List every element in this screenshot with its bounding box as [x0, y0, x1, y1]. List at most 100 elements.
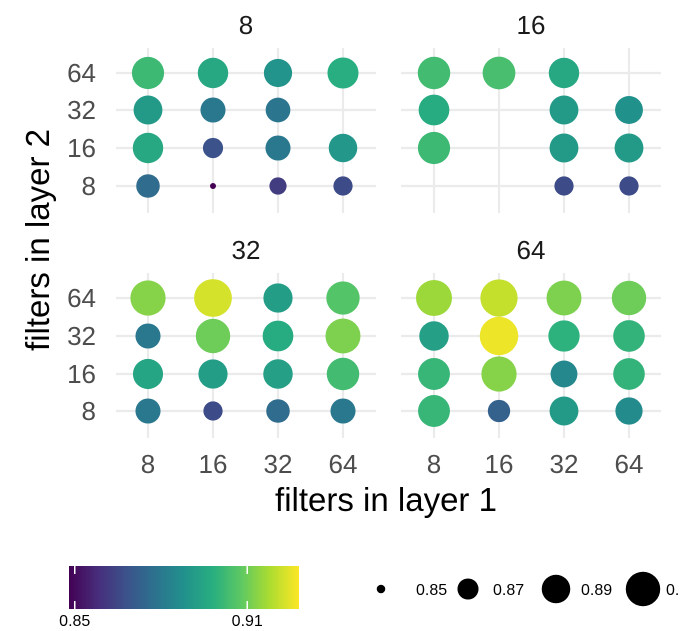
- data-point: [614, 133, 644, 163]
- y-tick-label: 16: [67, 133, 96, 163]
- x-tick-label: 32: [550, 449, 579, 479]
- data-point: [549, 396, 579, 426]
- data-point: [546, 280, 582, 316]
- size-legend-key: [541, 574, 571, 604]
- data-point: [136, 174, 160, 198]
- y-tick-label: 64: [67, 58, 96, 88]
- data-point: [135, 323, 161, 349]
- size-legend-label: 0.85: [416, 582, 447, 599]
- color-legend: 0.85 0.91: [59, 566, 299, 630]
- data-point: [266, 399, 290, 423]
- legend: 0.85 0.91 0.85 0.87 0.89 0.: [59, 566, 679, 630]
- data-point: [482, 56, 516, 90]
- data-point: [203, 401, 223, 421]
- y-tick-label: 8: [82, 171, 96, 201]
- size-legend-key: [376, 584, 386, 594]
- data-point: [325, 318, 361, 354]
- data-point: [550, 360, 578, 388]
- data-point: [611, 280, 647, 316]
- data-point: [200, 97, 226, 123]
- data-point: [131, 56, 165, 90]
- size-legend-key: [625, 571, 661, 607]
- data-point: [132, 132, 164, 164]
- color-legend-label: 0.85: [59, 613, 90, 630]
- x-tick-label: 32: [264, 449, 293, 479]
- data-point: [415, 279, 453, 317]
- y-tick-label: 64: [67, 283, 96, 313]
- facet-label: 8: [239, 10, 253, 40]
- data-point: [198, 359, 228, 389]
- data-point: [326, 357, 360, 391]
- data-point: [328, 133, 358, 163]
- data-point: [548, 57, 580, 89]
- data-point: [265, 135, 291, 161]
- data-point: [330, 398, 356, 424]
- data-point: [326, 281, 360, 315]
- data-point: [262, 320, 294, 352]
- size-legend-label: 0.89: [581, 582, 612, 599]
- y-tick-label: 32: [67, 321, 96, 351]
- data-point: [554, 176, 574, 196]
- data-point: [549, 95, 579, 125]
- size-legend: 0.85 0.87 0.89 0.: [376, 571, 679, 607]
- y-tick-label: 8: [82, 396, 96, 426]
- y-tick-label: 16: [67, 359, 96, 389]
- x-tick-label: 64: [615, 449, 644, 479]
- data-point: [479, 316, 519, 356]
- axes: filters in layer 1 filters in layer 2: [19, 129, 497, 518]
- facet-panel: 16: [401, 10, 661, 213]
- y-axis-title: filters in layer 2: [19, 129, 56, 351]
- data-point: [615, 96, 643, 124]
- facet-panel: 8 8 16 32 64: [67, 10, 376, 213]
- x-tick-label: 16: [485, 449, 514, 479]
- data-point: [619, 176, 639, 196]
- data-point: [548, 320, 580, 352]
- x-tick-label: 8: [427, 449, 441, 479]
- color-legend-label: 0.91: [232, 613, 263, 630]
- size-legend-label: 0.87: [493, 582, 524, 599]
- data-point: [263, 58, 293, 88]
- data-point: [263, 283, 293, 313]
- data-point: [194, 279, 232, 317]
- x-tick-label: 16: [199, 449, 228, 479]
- data-point: [419, 321, 449, 351]
- data-point: [615, 397, 643, 425]
- data-point: [197, 57, 229, 89]
- data-point: [133, 95, 163, 125]
- data-point: [195, 318, 231, 354]
- data-point: [327, 57, 359, 89]
- data-point: [549, 133, 579, 163]
- data-point: [487, 399, 511, 423]
- data-point: [418, 395, 450, 427]
- data-point: [480, 279, 518, 317]
- data-point: [135, 398, 161, 424]
- facet-grid: 8 8 16 32 64 16 32 8 16 32 64 8 16 32 64 64 8 16 32 64: [67, 10, 661, 479]
- data-point: [417, 56, 451, 90]
- size-legend-key: [457, 578, 479, 600]
- data-point: [202, 137, 224, 159]
- data-point: [613, 358, 645, 390]
- facet-panel: 32 8 16 32 64 8 16 32 64: [67, 235, 376, 479]
- data-point: [418, 358, 450, 390]
- data-point: [613, 320, 645, 352]
- color-bar: [69, 566, 299, 609]
- x-axis-title: filters in layer 1: [275, 481, 497, 518]
- data-point: [418, 94, 450, 126]
- data-point: [263, 359, 293, 389]
- facet-label: 32: [232, 235, 261, 265]
- x-tick-label: 64: [329, 449, 358, 479]
- data-point: [481, 356, 517, 392]
- size-legend-label: 0.: [666, 582, 679, 599]
- x-tick-label: 8: [141, 449, 155, 479]
- data-point: [417, 131, 451, 165]
- data-point: [130, 280, 166, 316]
- y-tick-label: 32: [67, 95, 96, 125]
- facet-panel: 64 8 16 32 64: [401, 235, 661, 479]
- data-point: [333, 176, 353, 196]
- data-point: [269, 177, 287, 195]
- facet-label: 16: [517, 10, 546, 40]
- data-point: [210, 183, 216, 189]
- facet-label: 64: [517, 235, 546, 265]
- data-point: [132, 358, 164, 390]
